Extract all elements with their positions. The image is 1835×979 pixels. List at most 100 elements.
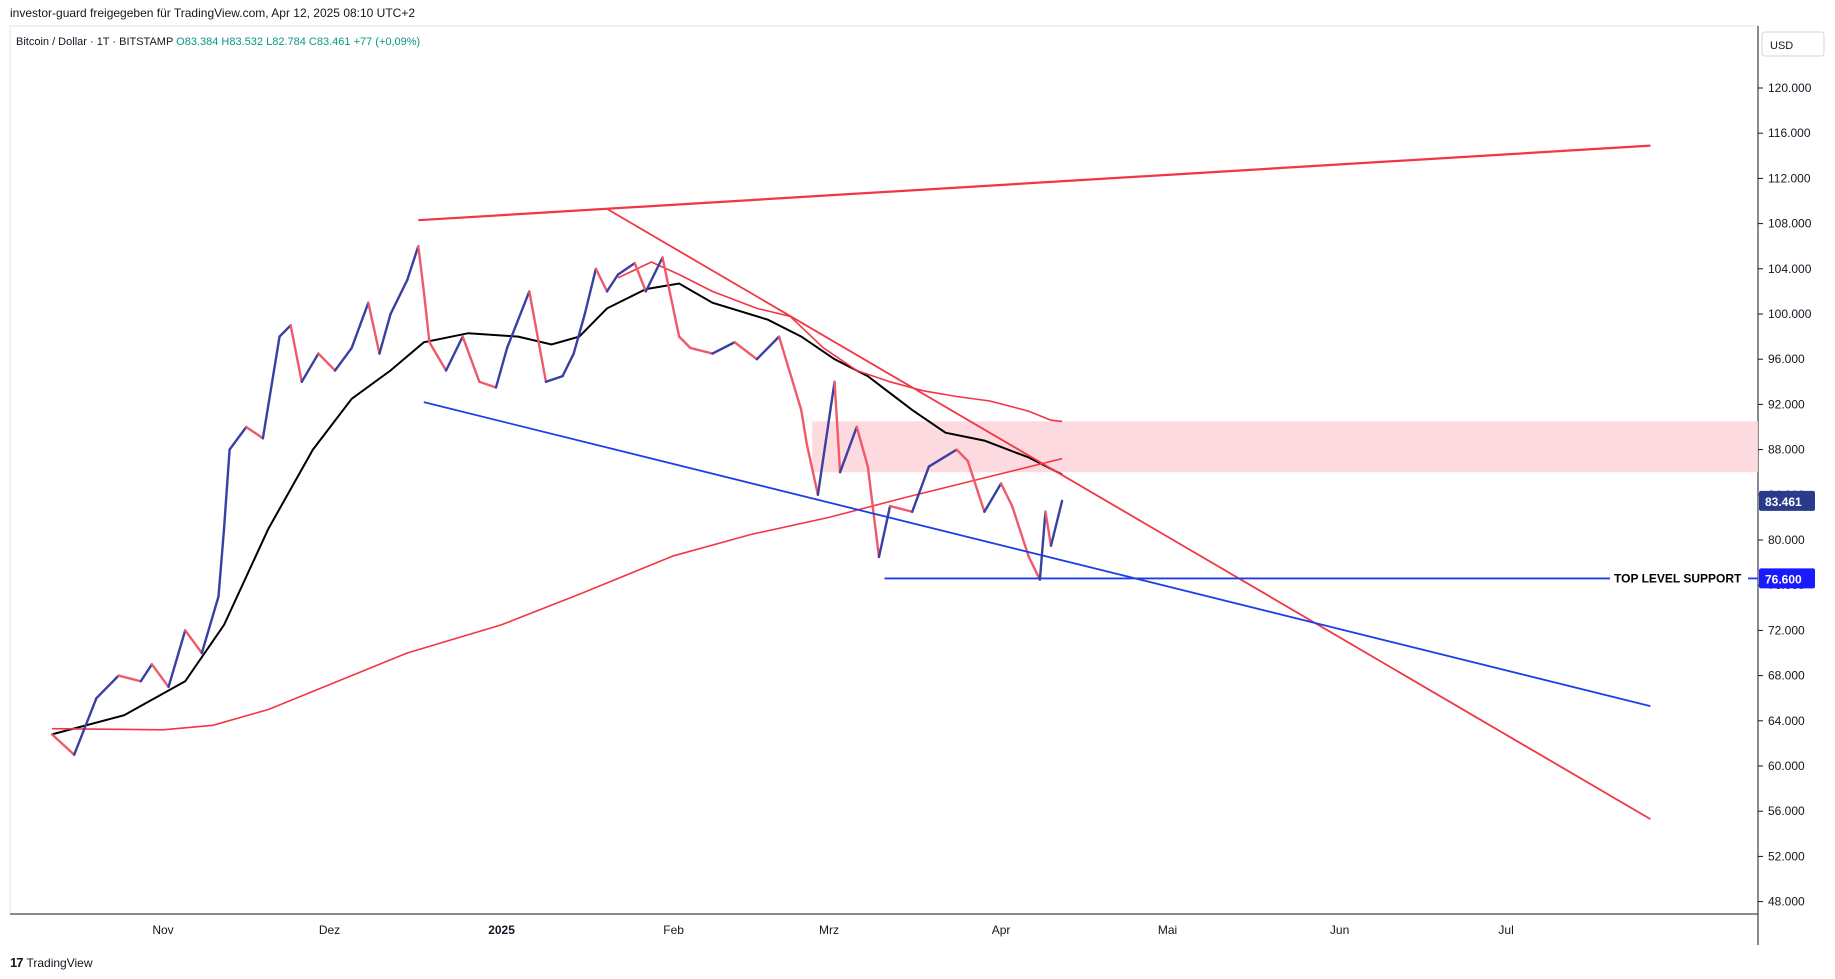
price-segment	[72, 725, 87, 756]
price-segment	[1027, 555, 1042, 581]
price-segment	[200, 595, 220, 655]
price-tick-label: 116.000	[1768, 126, 1811, 140]
price-segment	[350, 301, 370, 350]
moving-average-2	[51, 457, 1063, 731]
price-segment	[95, 674, 120, 700]
price-segment	[406, 244, 420, 282]
price-tick-label: 100.000	[1768, 307, 1812, 321]
price-segment	[278, 324, 292, 338]
price-segment	[833, 380, 842, 474]
price-tick-label: 92.000	[1768, 397, 1805, 411]
price-segment	[644, 256, 664, 293]
price-segment	[733, 341, 759, 361]
price-segment	[689, 346, 714, 355]
ohlc-open: O83.384	[176, 36, 219, 48]
price-tick-label: 88.000	[1768, 443, 1805, 457]
price-tick-label: 60.000	[1768, 759, 1805, 773]
support-price-label: 76.600	[1765, 572, 1802, 586]
price-tick-label: 64.000	[1768, 714, 1805, 728]
price-segment	[428, 341, 448, 372]
price-segment	[422, 290, 431, 344]
price-segment	[1049, 499, 1064, 547]
price-segment	[800, 408, 808, 446]
resistance-zone	[812, 421, 1758, 473]
time-tick-label: Feb	[663, 923, 684, 937]
price-segment	[50, 733, 76, 756]
price-segment	[616, 261, 636, 276]
current-price-badge	[1759, 490, 1815, 511]
price-segment	[478, 380, 498, 389]
price-tick-label: 52.000	[1768, 849, 1805, 863]
time-tick-label: 2025	[488, 923, 515, 937]
price-segment	[333, 346, 353, 372]
currency-label: USD	[1770, 40, 1793, 52]
price-segment	[633, 261, 648, 293]
price-tick-label: 56.000	[1768, 804, 1805, 818]
price-segment	[838, 425, 858, 474]
price-segment	[289, 324, 303, 383]
price-segment	[1044, 510, 1053, 547]
price-segment	[561, 352, 575, 378]
price-segment	[367, 301, 381, 355]
current-price-label: 83.461	[1765, 495, 1802, 509]
price-segment	[505, 290, 531, 350]
red-trendline[interactable]	[606, 208, 1651, 820]
time-tick-label: Apr	[992, 923, 1011, 937]
price-segment	[877, 504, 892, 559]
price-segment	[167, 629, 187, 689]
price-segment	[999, 482, 1014, 508]
price-segment	[183, 629, 204, 655]
price-segment	[84, 697, 98, 728]
price-segment	[317, 352, 337, 372]
ohlc-low: L82.784	[266, 36, 306, 48]
ohlc-high: H83.532	[221, 36, 264, 48]
price-segment	[605, 273, 620, 293]
price-segment	[983, 482, 1003, 513]
footer-brand: 17 TradingView	[10, 955, 93, 970]
blue-trendline[interactable]	[423, 401, 1651, 707]
price-tick-label: 80.000	[1768, 533, 1805, 547]
price-segment	[805, 442, 820, 496]
price-segment	[228, 425, 248, 451]
price-segment	[966, 459, 986, 513]
price-tick-label: 68.000	[1768, 669, 1805, 683]
price-segment	[417, 244, 426, 293]
price-segment	[927, 448, 958, 468]
price-segment	[755, 335, 781, 361]
price-segment	[217, 527, 226, 598]
price-segment	[117, 674, 143, 683]
support-price-badge	[1759, 568, 1815, 589]
price-segment	[583, 267, 598, 316]
tradingview-logo-icon: 17	[10, 955, 24, 970]
price-segment	[461, 335, 481, 383]
time-tick-label: Jun	[1330, 923, 1349, 937]
support-text: TOP LEVEL SUPPORT	[1614, 571, 1742, 585]
symbol-name[interactable]: Bitcoin / Dollar · 1T · BITSTAMP	[16, 36, 174, 48]
moving-average-1	[51, 282, 1063, 736]
time-tick-label: Jul	[1498, 923, 1513, 937]
time-tick-label: Mrz	[819, 923, 839, 937]
time-tick-label: Mai	[1158, 923, 1177, 937]
price-segment	[855, 425, 870, 468]
price-segment	[245, 425, 265, 440]
red-trendline[interactable]	[418, 144, 1651, 222]
price-segment	[661, 256, 681, 338]
price-segment	[139, 663, 154, 683]
publisher-caption: investor-guard freigegeben für TradingVi…	[10, 6, 416, 20]
price-segment	[544, 374, 564, 383]
price-tick-label: 112.000	[1768, 171, 1811, 185]
price-tick-label: 108.000	[1768, 217, 1812, 231]
price-segment	[677, 335, 692, 350]
price-segment	[594, 267, 609, 293]
time-tick-label: Nov	[152, 923, 173, 937]
ohlc-change: +77 (+0,09%)	[353, 36, 421, 48]
price-segment	[955, 448, 969, 463]
price-tick-label: 120.000	[1768, 81, 1812, 95]
price-segment	[911, 465, 931, 513]
price-tick-label: 96.000	[1768, 352, 1805, 366]
price-segment	[888, 504, 914, 513]
currency-button[interactable]	[1761, 31, 1825, 57]
price-segment	[711, 341, 736, 355]
price-segment	[866, 465, 881, 559]
